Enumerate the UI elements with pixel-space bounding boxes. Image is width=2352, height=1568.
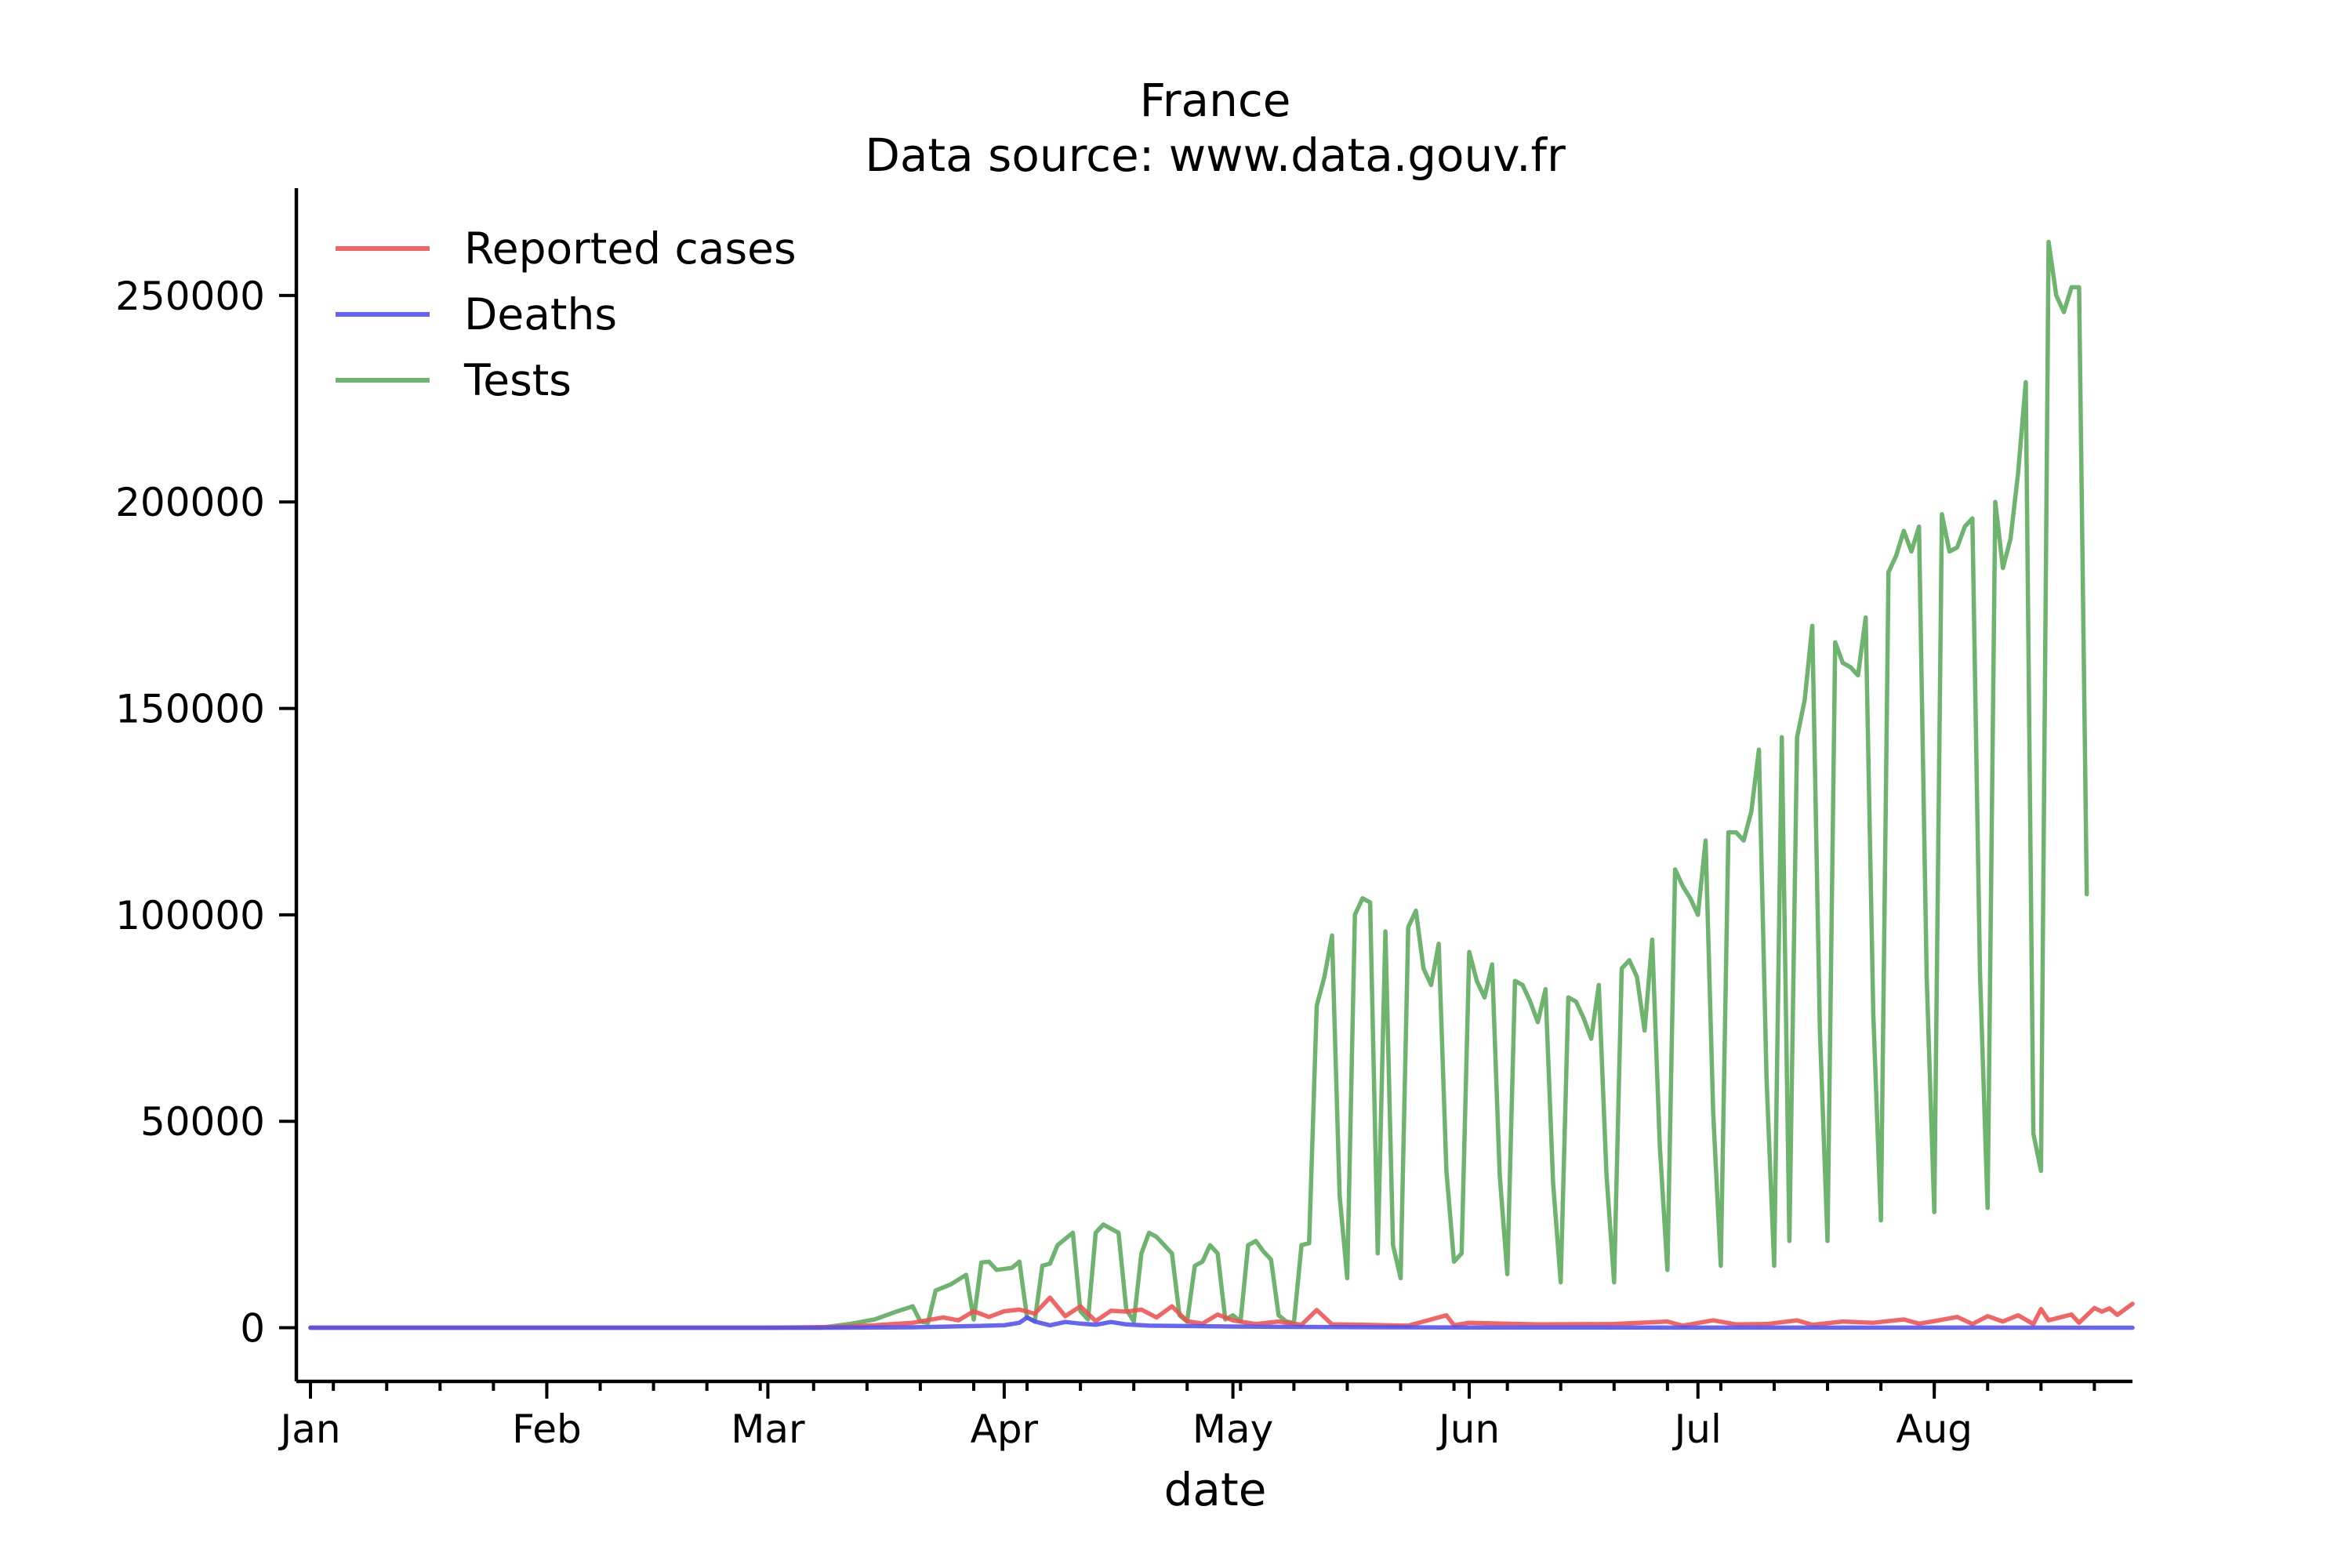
legend-label: Reported cases	[464, 223, 797, 274]
y-tick-label: 250000	[115, 274, 265, 319]
legend-label: Tests	[463, 355, 572, 405]
axes-layer: 0 50000 100000 150000 200000 250000 Jan Feb Mar A…	[115, 188, 2132, 1452]
y-tick-label: 150000	[115, 687, 265, 732]
y-tick-label: 0	[240, 1306, 265, 1352]
x-tick-label: May	[1192, 1406, 1273, 1452]
series-line-reported-cases	[308, 1295, 2135, 1330]
x-tick-label: Feb	[512, 1406, 582, 1452]
series-line-tests	[308, 239, 2089, 1330]
series-line-deaths	[308, 1315, 2135, 1330]
series-layer	[308, 239, 2135, 1330]
x-tick-label: Aug	[1896, 1406, 1973, 1452]
chart-subtitle: Data source: www.data.gouv.fr	[865, 129, 1566, 182]
y-tick-label: 100000	[115, 893, 265, 938]
y-tick-label: 200000	[115, 480, 265, 525]
y-tick-label: 50000	[140, 1099, 265, 1145]
legend-label: Deaths	[464, 289, 617, 339]
x-tick-label: Apr	[971, 1406, 1039, 1452]
legend: Reported cases Deaths Tests	[336, 223, 797, 405]
x-tick-label: Jul	[1672, 1406, 1722, 1452]
x-tick-label: Jun	[1436, 1406, 1500, 1452]
chart-title: France	[1140, 74, 1291, 127]
x-tick-label: Jan	[278, 1406, 340, 1452]
x-axis-label: date	[1164, 1463, 1267, 1516]
x-tick-label: Mar	[731, 1406, 805, 1452]
